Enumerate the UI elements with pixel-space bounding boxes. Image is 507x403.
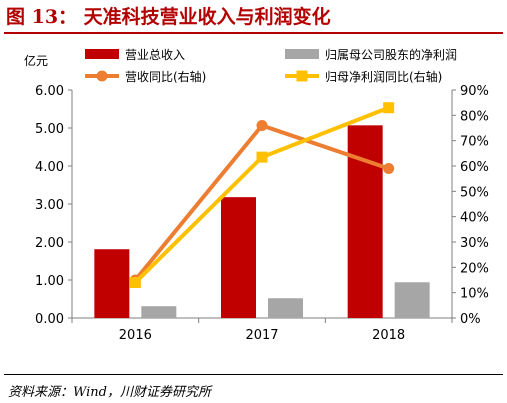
figure-title: 图 13： 天准科技营业收入与利润变化: [6, 6, 331, 28]
legend-swatch: [285, 49, 319, 59]
legend-label: 归母净利润同比(右轴): [325, 69, 442, 84]
right-tick-label: 40%: [460, 211, 489, 226]
left-axis-unit: 亿元: [24, 53, 48, 68]
legend-swatch: [85, 49, 119, 59]
right-tick-label: 10%: [460, 287, 489, 302]
legend-label: 营业总收入: [125, 48, 185, 62]
footer-rule: [4, 374, 503, 375]
left-tick-label: 6.00: [35, 84, 64, 99]
revenue-bar: [94, 249, 130, 318]
right-tick-label: 80%: [460, 109, 489, 124]
right-tick-label: 20%: [460, 261, 489, 276]
right-tick-label: 0%: [460, 312, 481, 327]
title-rule: [4, 32, 503, 34]
net-profit-bar: [394, 282, 430, 318]
revenue-yoy-marker: [256, 119, 268, 131]
legend-label: 归属母公司股东的净利润: [325, 47, 457, 62]
left-tick-label: 2.00: [35, 236, 64, 251]
right-tick-label: 70%: [460, 135, 489, 150]
legend-marker: [96, 70, 108, 82]
x-tick-label: 2018: [372, 328, 405, 343]
revenue-bar: [347, 125, 383, 318]
left-tick-label: 1.00: [35, 274, 64, 289]
legend-marker: [296, 70, 308, 82]
right-tick-label: 30%: [460, 236, 489, 251]
profit-yoy-marker: [256, 151, 268, 163]
right-tick-label: 90%: [460, 84, 489, 99]
left-tick-label: 4.00: [35, 160, 64, 175]
left-tick-label: 3.00: [35, 198, 64, 213]
right-tick-label: 60%: [460, 160, 489, 175]
legend-label: 营收同比(右轴): [125, 69, 206, 84]
x-tick-label: 2017: [245, 328, 278, 343]
revenue-yoy-marker: [383, 163, 395, 175]
profit-yoy-marker: [129, 277, 141, 289]
profit-yoy-marker: [383, 102, 395, 114]
x-tick-label: 2016: [119, 328, 152, 343]
revenue-bar: [221, 197, 256, 318]
left-tick-label: 0.00: [35, 312, 64, 327]
source-note: 资料来源：Wind，川财证券研究所: [8, 385, 211, 400]
net-profit-bar: [268, 298, 303, 318]
right-tick-label: 50%: [460, 185, 489, 200]
net-profit-bar: [141, 306, 177, 318]
left-tick-label: 5.00: [35, 122, 64, 137]
